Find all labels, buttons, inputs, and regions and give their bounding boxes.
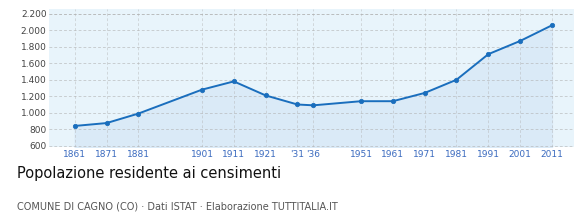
Text: Popolazione residente ai censimenti: Popolazione residente ai censimenti (17, 166, 281, 181)
Text: COMUNE DI CAGNO (CO) · Dati ISTAT · Elaborazione TUTTITALIA.IT: COMUNE DI CAGNO (CO) · Dati ISTAT · Elab… (17, 201, 338, 211)
